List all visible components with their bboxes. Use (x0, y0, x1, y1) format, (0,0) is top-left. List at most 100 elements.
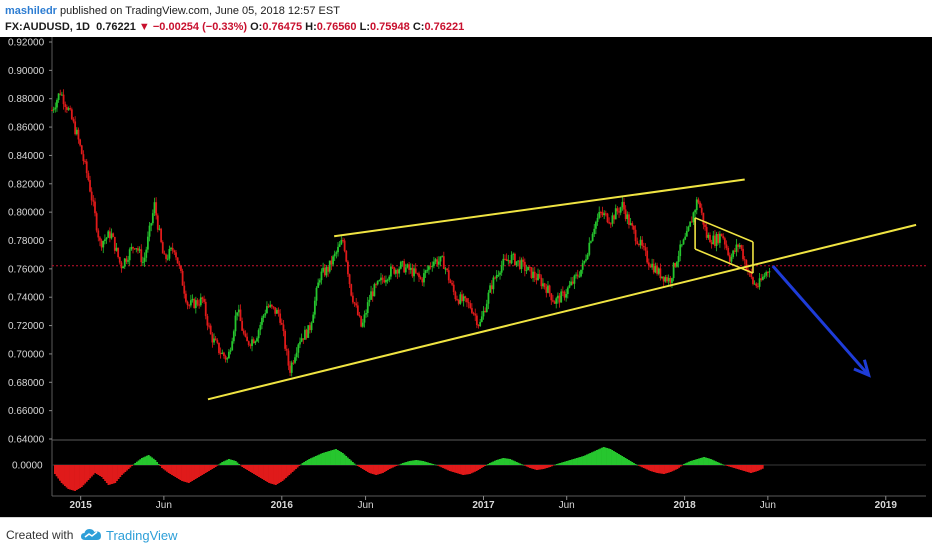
candle (206, 313, 209, 331)
candle (409, 263, 412, 274)
candle (153, 197, 156, 216)
oscillator-bar (547, 465, 550, 468)
oscillator-bar (380, 465, 383, 474)
candle (229, 347, 232, 355)
candle-body (274, 307, 277, 314)
candle (242, 328, 245, 336)
candle (540, 274, 543, 290)
candle-body (560, 291, 563, 303)
candle (621, 196, 624, 211)
candle (209, 323, 212, 335)
candle-body (85, 161, 88, 174)
candle-body (428, 266, 430, 270)
candle (312, 311, 315, 323)
candle (684, 232, 687, 241)
candle-body (576, 274, 579, 277)
candle-body (373, 284, 376, 297)
chart-area[interactable]: 0.92000 0.90000 0.88000 0.86000 0.84000 0.820… (0, 37, 932, 517)
candle-body (690, 221, 693, 223)
candle (590, 240, 592, 244)
candle (674, 262, 677, 268)
candle (454, 290, 457, 302)
candle-body (309, 325, 311, 331)
oscillator-bar (729, 465, 732, 467)
candle (416, 272, 419, 276)
candle-body (532, 271, 534, 278)
candle-body (497, 274, 500, 276)
candle-body (74, 121, 77, 135)
candle (548, 284, 551, 297)
oscillator-bar (574, 458, 577, 465)
oscillator-bar (607, 448, 610, 465)
oscillator-bar (460, 465, 463, 475)
candle (328, 260, 331, 274)
candle-body (287, 350, 290, 366)
candle-body (548, 285, 551, 294)
candle-body (556, 295, 559, 299)
candle-body (634, 229, 637, 242)
candle (97, 228, 100, 242)
candle-body (343, 240, 346, 251)
open-label: O: (250, 21, 263, 33)
candle-body (89, 180, 91, 192)
oscillator-bar (393, 465, 396, 467)
candle (137, 246, 139, 254)
upper-channel-trendline (334, 178, 745, 238)
oscillator-bar (375, 465, 378, 475)
candle-body (694, 210, 697, 213)
candle-body (406, 264, 409, 268)
oscillator-bar (226, 459, 229, 465)
tradingview-brand-link[interactable]: TradingView (106, 528, 178, 543)
oscillator-bar (746, 465, 749, 472)
oscillator-bar (309, 458, 312, 465)
oscillator-bar (311, 457, 314, 465)
oscillator-bar (400, 463, 403, 465)
candle (489, 282, 492, 294)
candle-body (262, 315, 265, 318)
oscillator-bar (231, 460, 234, 465)
oscillator-bar (627, 460, 630, 465)
candle (705, 221, 708, 240)
candle-body (117, 247, 120, 258)
tradingview-cloud-icon[interactable] (80, 526, 102, 542)
oscillator-bar (602, 447, 605, 465)
oscillator-bar (495, 460, 498, 465)
oscillator-bar (395, 465, 398, 466)
candle-body (295, 352, 298, 358)
candle (542, 278, 544, 289)
oscillator-bar (550, 465, 553, 467)
oscillator-bar (418, 460, 421, 465)
oscillator-bar (64, 465, 67, 486)
candle-body (500, 265, 503, 273)
candle-body (456, 299, 458, 301)
candle-body (629, 223, 632, 225)
candle (760, 273, 763, 282)
created-with-text: Created with (6, 528, 74, 542)
oscillator-bar (151, 457, 154, 465)
oscillator-bar (95, 465, 98, 474)
candle (609, 222, 612, 229)
candle-body (674, 262, 677, 267)
close-value: 0.76221 (424, 21, 465, 33)
candle-body (176, 257, 179, 264)
candle (725, 240, 728, 251)
candle-body (370, 291, 372, 300)
price-chart[interactable]: 0.92000 0.90000 0.88000 0.86000 0.84000 0.820… (0, 37, 932, 517)
candle-body (413, 268, 415, 277)
candle-body (269, 304, 272, 307)
y-tick-label: 0.92000 (8, 38, 45, 49)
candle (712, 230, 715, 245)
candle (652, 259, 655, 275)
x-tick-label: 2018 (674, 500, 697, 511)
candle-body (484, 310, 487, 313)
candle (125, 255, 128, 265)
candle-body (502, 258, 505, 266)
candle-body (733, 250, 736, 252)
candle-body (175, 252, 177, 258)
candle (629, 217, 632, 226)
candle (345, 249, 348, 263)
candle (710, 239, 713, 249)
author-link[interactable]: mashiledr (5, 5, 57, 17)
candle-body (115, 247, 118, 251)
candle-body (411, 267, 414, 277)
